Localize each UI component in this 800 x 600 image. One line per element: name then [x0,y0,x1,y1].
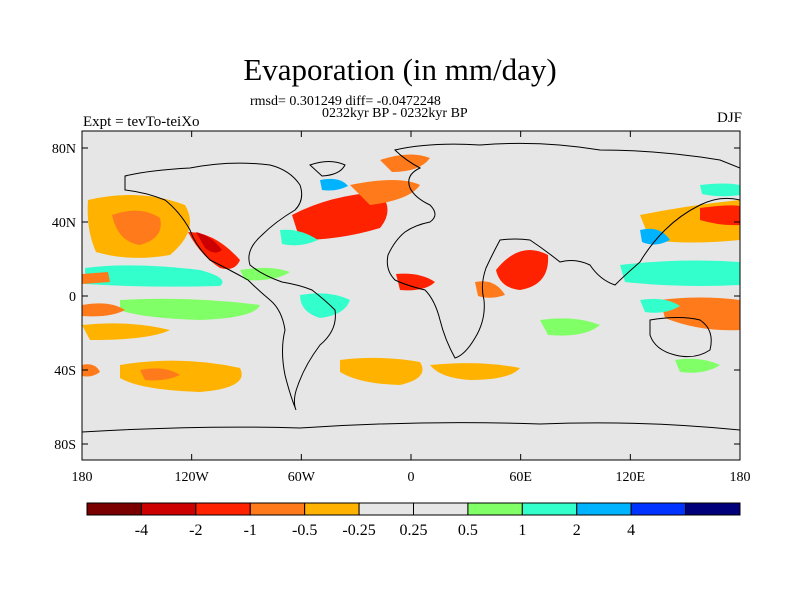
anomaly-patch-south-atlantic [340,357,423,385]
map-background [82,131,740,460]
longitude-axis: 180 120W 60W 0 60E 120E 180 [72,131,751,485]
anomaly-patch-trop-pacific [85,265,223,287]
antarctica-coast [82,422,740,433]
lon-tick-label: 60W [288,470,316,485]
colorbar-swatch [304,502,360,516]
colorbar-swatch [86,502,142,516]
lat-tick-label: 80S [54,438,76,453]
lat-tick-label: 80N [52,142,76,157]
period-line: 0232kyr BP - 0232kyr BP [322,106,468,121]
colorbar: -4 -2 -1 -0.5 -0.25 0.25 0.5 1 2 4 [86,502,741,539]
colorbar-swatch [249,502,306,516]
colorbar-label: 2 [573,522,581,539]
colorbar-swatch [521,502,578,516]
colorbar-label: -0.25 [342,522,375,539]
colorbar-label: 0.25 [400,522,428,539]
anomaly-patch-iceland [380,154,430,172]
lon-tick-label: 0 [408,470,415,485]
colorbar-label: 4 [627,522,635,539]
anomaly-patch-spacific-west [82,303,125,317]
lat-tick-label: 40N [52,216,76,231]
eurasia-africa-coast [386,142,740,359]
anomaly-field [82,154,740,392]
stats-line: rmsd= 0.301249 diff= -0.0472248 [250,94,441,109]
anomaly-patch-maritime-teal [640,298,680,313]
plot-title: Evaporation (in mm/day) [243,52,557,87]
colorbar-swatch [140,502,197,516]
anomaly-patch-w-atlantic-teal [280,229,318,246]
anomaly-patch-npacific-core [112,210,161,245]
lat-tick-label: 0 [69,290,76,305]
coastlines [82,142,740,433]
anomaly-patch-spacific-band [82,323,170,340]
lon-tick-label: 120W [175,470,210,485]
anomaly-patch-south-indian [430,363,520,380]
colorbar-label: -4 [135,522,148,539]
anomaly-patch-s-indian-green [540,318,600,336]
lon-tick-label: 120E [616,470,646,485]
greenland-coast [309,161,346,177]
colorbar-swatch [685,502,741,516]
anomaly-patch-eq-pacific-green [120,298,260,320]
colorbar-label: -0.5 [292,522,317,539]
anomaly-patch-gulf-stream [292,192,388,240]
anomaly-patch-n-atlantic [350,180,420,205]
colorbar-label: 0.5 [458,522,478,539]
colorbar-swatch [576,502,632,516]
anomaly-patch-mexico-core [196,232,222,253]
colorbar-swatch [358,502,415,516]
latitude-axis: 80N 40N 0 40S 80S [52,142,740,453]
colorbar-swatch [413,502,469,516]
colorbar-swatch [467,502,523,516]
anomaly-patch-labrador [320,178,348,191]
experiment-label: Expt = tevTo-teiXo [83,114,200,130]
lat-tick-label: 40S [54,364,76,379]
anomaly-patch-nw-pacific-teal [700,183,740,197]
anomaly-patch-gulf-guinea [396,273,435,291]
lon-tick-label: 60E [509,470,532,485]
australia-coast [649,317,712,358]
anomaly-patch-tasman [675,358,720,373]
lon-tick-label: 180 [72,470,93,485]
colorbar-label: -1 [244,522,257,539]
colorbar-swatch [630,502,687,516]
anomaly-patch-sw-edge [82,364,100,377]
lon-tick-label: 180 [730,470,751,485]
anomaly-patch-w-pacific-teal [620,260,740,286]
anomaly-patch-dateline [82,272,110,284]
anomaly-patch-kuroshio-core [700,205,740,226]
anomaly-patch-south-pacific-core [140,368,180,381]
colorbar-label: 1 [518,522,526,539]
anomaly-patch-arabian-sea [496,250,549,290]
anomaly-patch-eq-atlantic [300,293,350,318]
anomaly-patch-caribbean [240,267,290,281]
colorbar-swatch [195,502,251,516]
anomaly-patch-south-pacific [120,360,242,392]
season-label: DJF [716,110,742,126]
anomaly-patch-w-pacific-orange [660,297,740,331]
americas-coast [124,162,336,411]
colorbar-label: -2 [189,522,202,539]
